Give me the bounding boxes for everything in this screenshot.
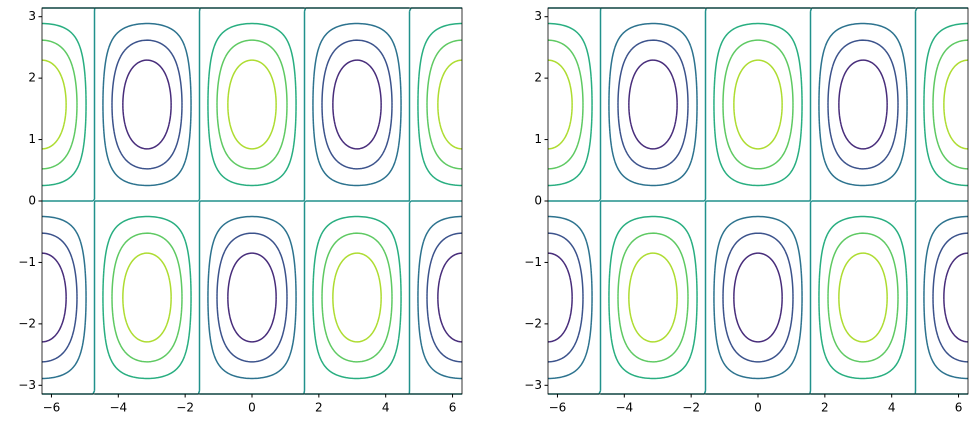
y-tick-label: −2 [18,316,36,330]
y-tick-label: 3 [534,9,542,23]
y-tick-label: 2 [28,71,36,85]
y-tick-label: −3 [524,378,542,392]
contour-line [41,22,463,380]
y-tick-label: 1 [534,132,542,146]
contour-line [41,59,463,343]
axes-frame [547,7,969,395]
x-tick-label: 0 [754,401,762,415]
contour-line [41,22,463,380]
y-tick-label: 2 [534,71,542,85]
y-tick-label: 3 [28,9,36,23]
y-tick-label: −1 [524,255,542,269]
x-tick-label: −2 [682,401,700,415]
contour-line [547,39,969,363]
x-tick-label: 6 [449,401,457,415]
x-tick-label: 2 [821,401,829,415]
x-tick-label: 4 [888,401,896,415]
y-tick-label: 0 [28,194,36,208]
x-tick-label: −4 [109,401,127,415]
contour-line [41,59,463,343]
y-tick-label: −1 [18,255,36,269]
x-tick-label: −4 [615,401,633,415]
contour-line [41,39,463,363]
y-tick-label: −3 [18,378,36,392]
x-tick-label: −6 [549,401,567,415]
x-tick-label: 2 [315,401,323,415]
contour-line [547,59,969,343]
x-tick-label: 4 [382,401,390,415]
y-tick-label: 0 [534,194,542,208]
contour-line [547,59,969,343]
x-tick-label: −2 [176,401,194,415]
axes-frame [41,7,463,395]
x-tick-label: 6 [955,401,963,415]
contour-line [547,22,969,380]
contour-line [41,39,463,363]
x-tick-label: −6 [43,401,61,415]
x-tick-label: 0 [248,401,256,415]
y-tick-label: −2 [524,316,542,330]
contour-line [547,22,969,380]
contour-line [547,39,969,363]
y-tick-label: 1 [28,132,36,146]
